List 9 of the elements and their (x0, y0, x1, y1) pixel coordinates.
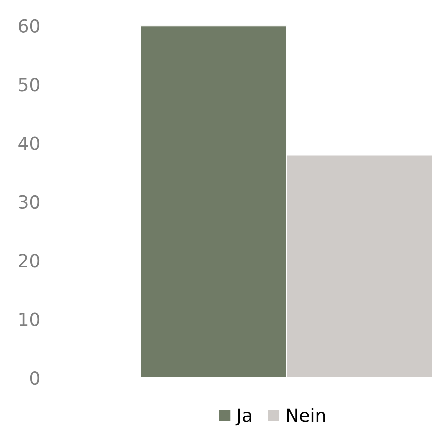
y-tick-label: 10 (20, 312, 40, 326)
y-tick-label: 40 (18, 136, 40, 150)
legend-label: Ja (236, 408, 252, 426)
y-tick-label: 30 (19, 195, 40, 210)
y-tick-label: 0 (30, 371, 40, 386)
y-tick-label: 50 (19, 78, 40, 92)
y-tick-label: 20 (19, 254, 40, 268)
legend-label: Nein (287, 408, 326, 422)
y-tick-label: 60 (19, 19, 40, 34)
